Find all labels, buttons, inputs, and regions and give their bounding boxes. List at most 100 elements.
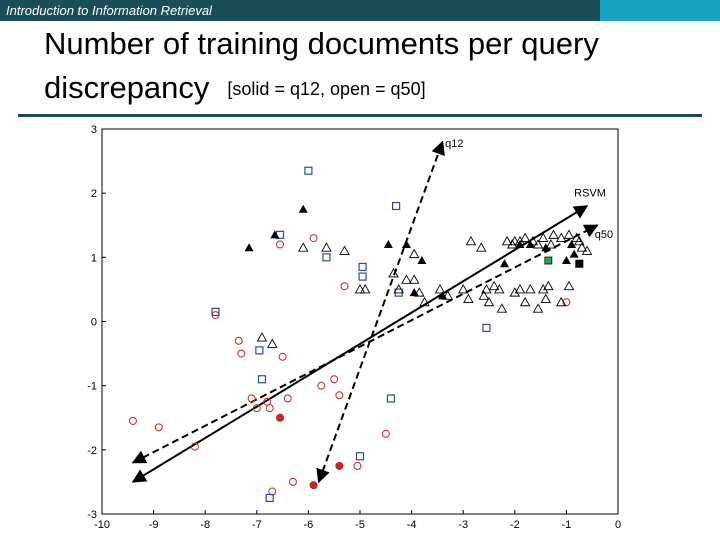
point-triangle-open bbox=[509, 235, 521, 246]
point-circle-open bbox=[128, 416, 137, 425]
point-triangle-open bbox=[419, 296, 430, 307]
point-triangle-open bbox=[525, 283, 536, 294]
point-triangle-open bbox=[457, 283, 469, 294]
point-square-open bbox=[322, 253, 331, 262]
point-circle-open bbox=[562, 298, 571, 307]
point-triangle-filled bbox=[567, 240, 577, 248]
line-q50 bbox=[131, 224, 599, 464]
point-triangle-open bbox=[519, 232, 531, 243]
point-triangle-open bbox=[545, 239, 557, 249]
point-triangle-open bbox=[267, 338, 278, 348]
point-circle-open bbox=[330, 375, 339, 384]
point-square-open bbox=[304, 166, 313, 175]
x-tick-label: -9 bbox=[149, 519, 159, 531]
x-tick-label: -7 bbox=[252, 519, 262, 531]
point-triangle-open bbox=[478, 290, 490, 300]
y-axis: 3 2 1 0 -1 -2 -3 bbox=[87, 124, 106, 521]
point-triangle-filled bbox=[561, 256, 571, 265]
point-circle-open bbox=[265, 404, 274, 413]
point-square-open bbox=[255, 346, 264, 355]
point-triangle-open bbox=[442, 290, 453, 300]
point-triangle-open bbox=[494, 283, 505, 294]
x-tick-label: -2 bbox=[510, 519, 520, 531]
point-triangle-open bbox=[496, 303, 508, 313]
x-tick-label: -6 bbox=[304, 519, 314, 531]
point-triangle-filled bbox=[401, 240, 411, 248]
point-triangle-open bbox=[501, 235, 513, 246]
point-square-open bbox=[392, 201, 401, 211]
point-triangle-open bbox=[563, 280, 575, 291]
point-square-open bbox=[355, 452, 365, 461]
slide-title-line1: Number of training documents per query bbox=[44, 26, 599, 61]
point-triangle-open bbox=[581, 245, 593, 255]
point-triangle-open bbox=[537, 283, 549, 294]
point-triangle-open bbox=[527, 235, 539, 246]
point-triangle-open bbox=[401, 274, 412, 284]
point-triangle-filled bbox=[417, 256, 427, 265]
point-triangle-filled bbox=[515, 240, 525, 248]
point-triangle-open bbox=[555, 232, 567, 243]
point-triangle-open bbox=[514, 235, 526, 246]
point-square-open bbox=[211, 307, 220, 316]
plot-frame bbox=[101, 128, 619, 515]
point-triangle-open bbox=[506, 239, 518, 249]
point-triangle-open bbox=[339, 245, 350, 255]
point-triangle-open bbox=[465, 235, 477, 246]
x-tick-label: -8 bbox=[200, 519, 210, 531]
point-circle-open bbox=[317, 381, 326, 390]
point-triangle-open bbox=[359, 283, 371, 294]
point-circle-open bbox=[154, 423, 163, 432]
point-square-filled bbox=[575, 259, 584, 268]
point-triangle-open bbox=[555, 296, 567, 307]
point-circle-open bbox=[309, 234, 318, 243]
point-square-green bbox=[544, 256, 553, 265]
y-tick-label: -3 bbox=[87, 509, 97, 521]
y-tick-label: 2 bbox=[91, 188, 97, 200]
point-triangle-open bbox=[481, 283, 492, 294]
line-label-rsvm: RSVM bbox=[574, 187, 606, 199]
title-rule bbox=[18, 114, 702, 117]
point-triangle-open bbox=[509, 287, 521, 297]
point-triangle-open bbox=[563, 229, 575, 239]
x-axis: -10 -9 -8 -7 -6 -5 -4 -3 -2 -1 0 bbox=[94, 510, 621, 531]
slide-subtitle: [solid = q12, open = q50] bbox=[227, 79, 426, 99]
point-circle-open bbox=[247, 394, 256, 403]
point-square-open bbox=[265, 493, 274, 503]
point-circle-filled bbox=[335, 461, 344, 470]
point-square-open bbox=[386, 394, 396, 403]
point-square-open bbox=[358, 262, 367, 272]
point-triangle-open bbox=[256, 332, 268, 342]
point-triangle-open bbox=[532, 239, 544, 249]
point-triangle-filled bbox=[499, 259, 509, 268]
y-tick-label: 1 bbox=[91, 252, 97, 264]
point-triangle-open bbox=[483, 296, 495, 307]
point-circle-open bbox=[276, 240, 285, 249]
fit-lines bbox=[131, 140, 599, 484]
course-title: Introduction to Information Retrieval bbox=[6, 3, 212, 18]
point-circle-open bbox=[190, 442, 199, 451]
point-circle-open bbox=[340, 282, 349, 291]
point-triangle-filled bbox=[270, 230, 280, 239]
point-triangle-open bbox=[532, 303, 544, 313]
point-triangle-open bbox=[488, 280, 500, 291]
point-triangle-filled bbox=[244, 243, 254, 252]
point-square-open bbox=[257, 375, 267, 384]
x-tick-label: -10 bbox=[94, 519, 110, 531]
point-triangle-open bbox=[297, 242, 309, 252]
x-tick-label: -3 bbox=[458, 519, 468, 531]
point-triangle-open bbox=[540, 293, 552, 303]
point-triangle-open bbox=[408, 248, 420, 259]
point-triangle-open bbox=[574, 235, 585, 246]
point-triangle-filled bbox=[541, 243, 551, 252]
slide-title-line2-text: discrepancy bbox=[44, 70, 210, 105]
point-circle-open bbox=[283, 394, 292, 403]
point-triangle-open bbox=[519, 296, 531, 307]
point-circle-open bbox=[335, 391, 344, 400]
point-triangle-open bbox=[408, 274, 420, 284]
point-circle-filled bbox=[309, 481, 318, 490]
point-triangle-open bbox=[537, 232, 549, 243]
y-tick-label: 3 bbox=[91, 124, 97, 136]
point-triangle-open bbox=[393, 283, 404, 294]
y-tick-label: -2 bbox=[87, 445, 97, 457]
